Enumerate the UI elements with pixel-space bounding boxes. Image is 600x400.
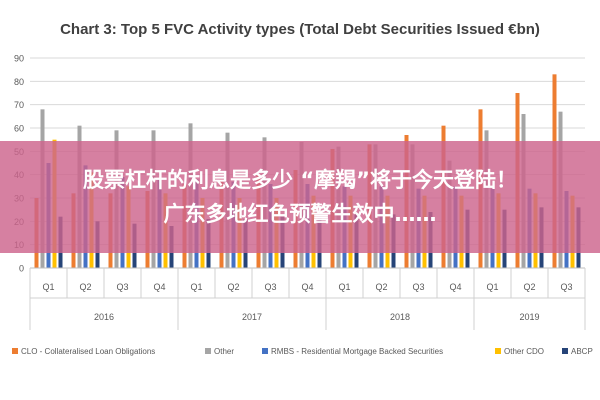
legend-label: CLO - Collateralised Loan Obligations: [21, 347, 155, 356]
banner-headline-line1: 股票杠杆的利息是多少 “摩羯”将于今天登陆！: [83, 168, 517, 192]
x-tick-label: Q1: [338, 282, 350, 292]
year-label: 2019: [519, 312, 539, 322]
chart-title: Chart 3: Top 5 FVC Activity types (Total…: [60, 21, 540, 38]
x-tick-label: Q3: [116, 282, 128, 292]
x-tick-label: Q1: [190, 282, 202, 292]
legend-swatch: [495, 348, 501, 354]
x-tick-label: Q2: [79, 282, 91, 292]
x-tick-label: Q4: [301, 282, 313, 292]
legend-swatch: [562, 348, 568, 354]
legend-label: Other CDO: [504, 347, 544, 356]
news-banner-overlay[interactable]: 股票杠杆的利息是多少 “摩羯”将于今天登陆！ 广东多地红色预警生效中……: [0, 141, 600, 253]
legend-label: RMBS - Residential Mortgage Backed Secur…: [271, 347, 443, 356]
x-tick-label: Q2: [523, 282, 535, 292]
x-tick-label: Q4: [449, 282, 461, 292]
y-tick-label: 80: [14, 77, 24, 87]
legend-swatch: [205, 348, 211, 354]
x-tick-label: Q3: [560, 282, 572, 292]
y-tick-label: 70: [14, 100, 24, 110]
y-tick-label: 90: [14, 54, 24, 64]
x-tick-label: Q3: [264, 282, 276, 292]
x-tick-label: Q4: [153, 282, 165, 292]
legend-swatch: [262, 348, 268, 354]
x-tick-label: Q1: [486, 282, 498, 292]
year-label: 2016: [94, 312, 114, 322]
legend-swatch: [12, 348, 18, 354]
year-label: 2017: [242, 312, 262, 322]
x-tick-label: Q2: [375, 282, 387, 292]
legend-label: ABCP: [571, 347, 593, 356]
banner-headline-line2: 广东多地红色预警生效中……: [163, 202, 437, 226]
y-tick-label: 0: [19, 264, 24, 274]
y-tick-label: 60: [14, 124, 24, 134]
legend: CLO - Collateralised Loan Obligations Oth…: [12, 347, 593, 356]
year-label: 2018: [390, 312, 410, 322]
x-tick-label: Q3: [412, 282, 424, 292]
legend-label: Other: [214, 347, 234, 356]
x-tick-label: Q1: [42, 282, 54, 292]
x-tick-label: Q2: [227, 282, 239, 292]
